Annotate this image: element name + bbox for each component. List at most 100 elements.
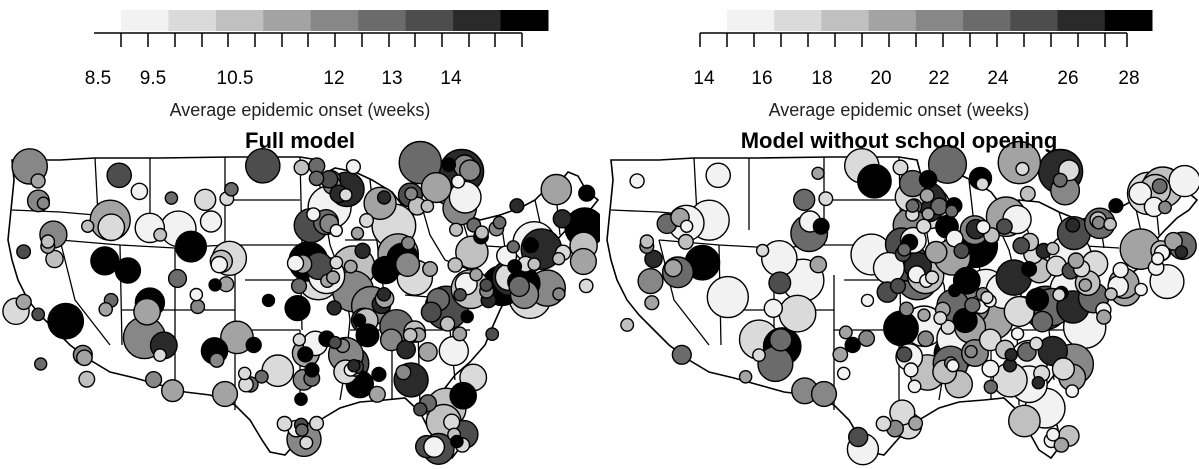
city-marker [401, 235, 416, 251]
city-marker [921, 207, 935, 221]
city-marker [981, 359, 1000, 378]
city-marker [1151, 178, 1168, 195]
city-marker [940, 319, 956, 335]
city-marker [1010, 327, 1025, 341]
city-marker [441, 157, 457, 172]
city-marker [261, 354, 295, 388]
city-marker [778, 294, 817, 333]
city-marker [308, 170, 325, 187]
city-marker [995, 218, 1013, 236]
city-marker [193, 188, 217, 212]
city-marker [738, 369, 753, 384]
city-marker [1053, 437, 1070, 453]
city-marker [1067, 252, 1085, 269]
city-marker [892, 159, 909, 176]
city-marker [420, 301, 442, 323]
city-marker [422, 261, 439, 278]
city-marker [452, 326, 468, 342]
city-marker [1046, 427, 1061, 442]
city-marker [899, 301, 915, 317]
city-marker [1168, 164, 1199, 198]
city-marker [552, 252, 566, 266]
city-marker [705, 162, 731, 189]
city-marker [47, 302, 85, 340]
city-markers [620, 140, 1199, 466]
city-marker [209, 352, 225, 368]
city-marker [927, 144, 968, 184]
city-marker [376, 190, 392, 205]
city-marker [413, 402, 428, 417]
map-panel-no-school-opening: 14 16 18 20 22 24 26 28 Average epidemic onset … [599, 0, 1199, 469]
city-marker [451, 174, 466, 189]
legend-tick-label: 20 [870, 68, 892, 89]
city-marker [671, 344, 692, 365]
city-marker [459, 159, 482, 182]
city-marker [45, 249, 64, 269]
city-marker [664, 258, 683, 278]
city-marker [479, 278, 494, 292]
city-marker [292, 333, 306, 347]
city-marker [294, 392, 308, 407]
legend-color-swatch [774, 10, 822, 31]
city-marker [174, 230, 207, 263]
city-marker [1051, 357, 1075, 381]
city-marker [15, 293, 32, 311]
city-marker [644, 249, 663, 269]
city-marker [810, 380, 838, 408]
city-marker [40, 234, 56, 249]
city-marker [352, 313, 367, 328]
city-marker [153, 227, 168, 242]
map-title: Full model [245, 128, 355, 153]
city-marker [355, 323, 380, 348]
city-marker [16, 244, 32, 260]
city-marker [130, 182, 149, 201]
city-marker [811, 166, 825, 181]
city-marker [76, 349, 93, 367]
legend-tick-label: 12 [323, 68, 345, 89]
city-marker [918, 169, 938, 189]
city-marker [964, 297, 981, 314]
city-marker [856, 163, 892, 199]
city-marker [161, 379, 185, 403]
city-marker [948, 283, 962, 298]
city-marker [450, 434, 464, 449]
city-marker [447, 257, 464, 273]
city-marker [297, 346, 314, 363]
city-marker [31, 307, 46, 322]
legend-color-swatch [500, 10, 549, 31]
city-marker [395, 251, 421, 277]
city-marker [299, 435, 314, 450]
city-marker [153, 348, 167, 362]
city-marker [376, 286, 392, 302]
city-marker [211, 380, 239, 408]
city-marker [371, 255, 400, 285]
city-marker [1029, 336, 1044, 351]
city-marker [167, 268, 188, 289]
city-marker [1164, 231, 1183, 251]
city-marker [908, 415, 924, 431]
city-marker [326, 300, 342, 316]
city-marker [1096, 309, 1112, 325]
map-title: Model without school opening [740, 128, 1058, 153]
city-marker [975, 177, 990, 191]
city-marker [508, 275, 531, 298]
city-marker [620, 317, 635, 332]
legend-color-swatch [1104, 10, 1153, 31]
city-marker [860, 293, 875, 308]
city-marker [812, 217, 830, 235]
legend-tick-label: 9.5 [139, 68, 167, 89]
city-marker [453, 287, 467, 302]
legend-tick-label: 14 [440, 68, 462, 89]
city-marker [350, 226, 365, 241]
city-marker [916, 218, 932, 235]
map-figure [606, 10, 1199, 466]
legend-axis-label: Average epidemic onset (weeks) [169, 100, 431, 120]
city-marker [420, 172, 452, 204]
city-marker [792, 188, 816, 212]
city-marker [97, 213, 126, 242]
city-marker [449, 222, 464, 237]
city-marker [1104, 287, 1118, 301]
city-marker [924, 240, 948, 264]
city-marker [540, 173, 573, 206]
city-marker [953, 242, 970, 260]
